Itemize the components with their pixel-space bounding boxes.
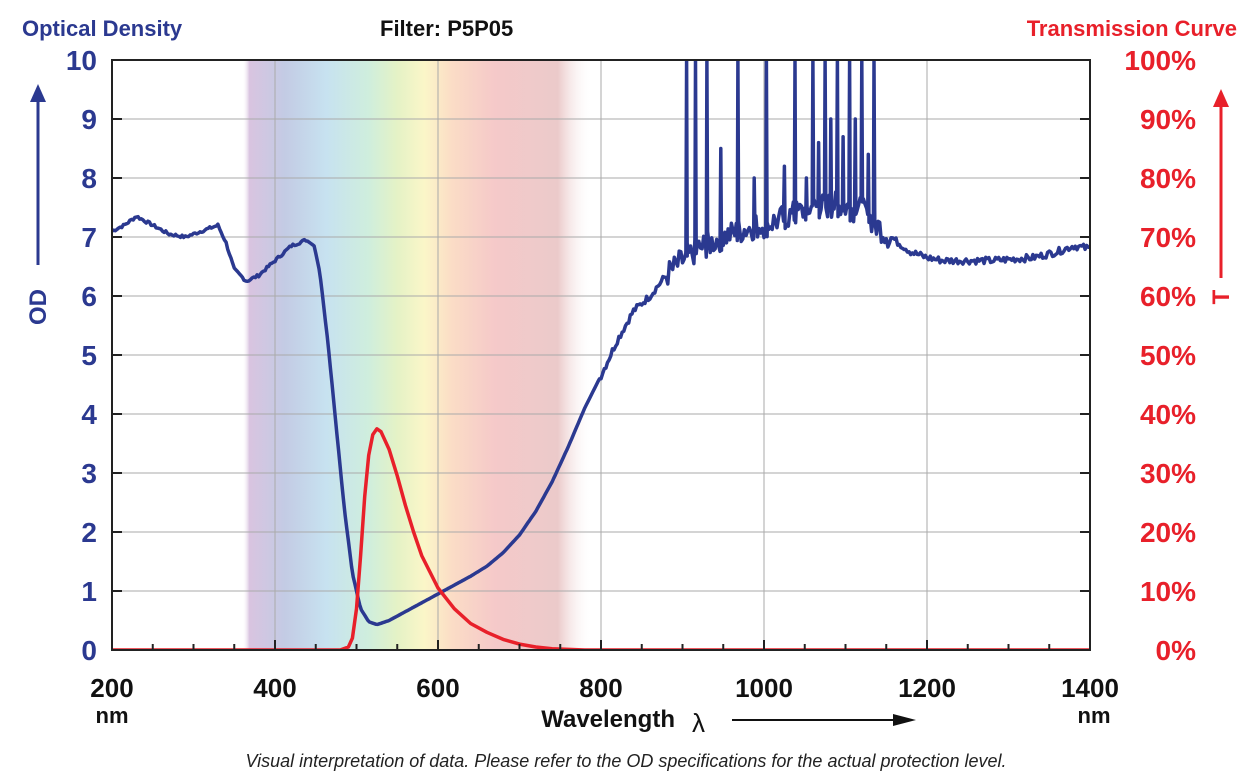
left-tick-label: 4 (81, 399, 97, 430)
od-arrow-head-icon (30, 84, 46, 102)
left-axis-label: OD (25, 84, 52, 325)
left-tick-label: 10 (66, 45, 97, 76)
right-axis-ticks: 0% 10% 20% 30% 40% 50% 60% 70% 80% 90% 100% (1124, 45, 1196, 666)
left-tick-label: 7 (81, 222, 97, 253)
right-tick-label: 10% (1140, 576, 1196, 607)
left-title: Optical Density (22, 16, 183, 41)
x-tick-label: 1200 (898, 673, 956, 703)
od-curve (112, 60, 1090, 627)
right-tick-label: 90% (1140, 104, 1196, 135)
tick-marks (111, 59, 1091, 651)
x-arrow-head-icon (893, 714, 916, 726)
footnote: Visual interpretation of data. Please re… (245, 751, 1006, 771)
right-tick-label: 0% (1156, 635, 1197, 666)
right-tick-label: 100% (1124, 45, 1196, 76)
x-tick-label: 200 (90, 673, 133, 703)
right-tick-label: 80% (1140, 163, 1196, 194)
left-tick-label: 2 (81, 517, 97, 548)
left-tick-label: 0 (81, 635, 97, 666)
left-tick-label: 6 (81, 281, 97, 312)
transmission-curve (112, 427, 1090, 650)
right-title: Transmission Curve (1027, 16, 1237, 41)
right-tick-label: 70% (1140, 222, 1196, 253)
right-axis-label: T (1208, 89, 1235, 304)
left-axis-ticks: 0 1 2 3 4 5 6 7 8 9 10 (66, 45, 98, 666)
right-tick-label: 40% (1140, 399, 1196, 430)
x-unit-right: nm (1078, 703, 1111, 728)
right-tick-label: 20% (1140, 517, 1196, 548)
left-tick-label: 8 (81, 163, 97, 194)
right-tick-label: 50% (1140, 340, 1196, 371)
t-axis-title: T (1208, 289, 1235, 304)
left-tick-label: 1 (81, 576, 97, 607)
x-tick-label: 400 (253, 673, 296, 703)
od-axis-title: OD (25, 289, 52, 325)
left-tick-label: 9 (81, 104, 97, 135)
right-tick-label: 60% (1140, 281, 1196, 312)
x-unit-left: nm (96, 703, 129, 728)
t-arrow-head-icon (1213, 89, 1229, 107)
x-tick-label: 600 (416, 673, 459, 703)
filter-title: Filter: P5P05 (380, 16, 513, 41)
lambda-symbol: λ (692, 708, 705, 738)
x-tick-label: 1400 (1061, 673, 1119, 703)
left-tick-label: 3 (81, 458, 97, 489)
right-tick-label: 30% (1140, 458, 1196, 489)
x-tick-label: 1000 (735, 673, 793, 703)
x-axis-ticks: 200 400 600 800 1000 1200 1400 (90, 673, 1119, 703)
left-tick-label: 5 (81, 340, 97, 371)
x-axis-title: Wavelength (541, 706, 675, 733)
x-tick-label: 800 (579, 673, 622, 703)
